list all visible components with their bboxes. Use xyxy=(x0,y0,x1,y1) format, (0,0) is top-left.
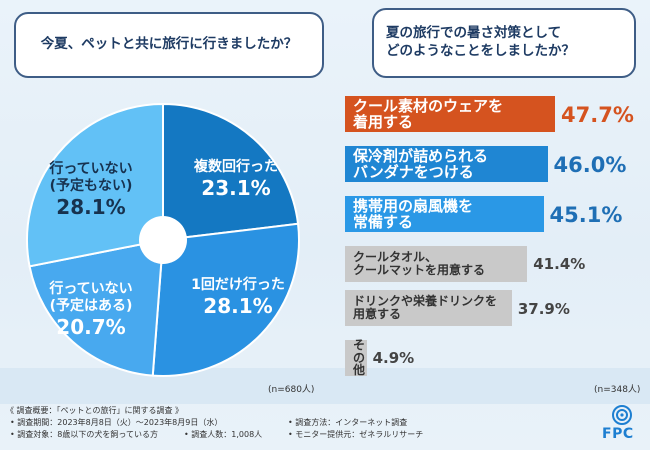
pie-label-not-planned-none: 行っていない (予定もない) 28.1% xyxy=(36,160,146,218)
survey-title: 《 調査概要：「ペットとの旅行」に関する調査 》 xyxy=(6,406,184,415)
logo-text: FPC xyxy=(602,426,634,442)
fpc-logo: FPC xyxy=(599,403,645,447)
survey-method: • 調査方法：インターネット調査 xyxy=(288,418,408,427)
bar-item: 保冷剤が詰められる バンダナをつける xyxy=(345,146,548,182)
bar-label: 携帯用の扇風機を 常備する xyxy=(353,196,474,231)
pie-label-once: 1回だけ行った 28.1% xyxy=(178,276,298,317)
pie-slice-1 xyxy=(151,222,300,377)
bar-value: 41.4% xyxy=(533,255,586,273)
sample-size-pie: (n=680人) xyxy=(268,385,315,395)
bar-label: クール素材のウェアを 着用する xyxy=(353,96,504,131)
pie-label-multiple: 複数回行った 23.1% xyxy=(181,158,291,199)
survey-period: • 調査期間：2023年8月8日（火）～2023年8月9日（水） xyxy=(10,418,223,427)
pie-center-hole xyxy=(139,216,187,264)
question-2-box: 夏の旅行での暑さ対策として どのようなことをしましたか？ xyxy=(372,8,636,78)
question-1-text: 今夏、ペットと共に旅行に行きましたか？ xyxy=(40,36,298,53)
sample-size-bar: (n=348人) xyxy=(594,385,641,395)
bar-item: クール素材のウェアを 着用する xyxy=(345,96,555,132)
bar-value: 4.9% xyxy=(372,349,415,367)
pie-slice-0 xyxy=(162,102,300,242)
pie-label-value: 28.1% xyxy=(203,293,273,318)
survey-count: • 調査人数：1,008人 xyxy=(184,430,263,439)
question-2-text: 夏の旅行での暑さ対策として どのようなことをしましたか？ xyxy=(386,25,575,59)
bar-item: その他 xyxy=(345,337,367,378)
pie-slice-2 xyxy=(28,238,165,377)
pie-label-text: 行っていない (予定はある) xyxy=(49,281,133,314)
background-band xyxy=(0,368,650,404)
bar-value: 37.9% xyxy=(517,300,570,318)
bar-value: 46.0% xyxy=(553,153,627,177)
pie-label-value: 23.1% xyxy=(201,175,271,200)
pie-label-text: 1回だけ行った xyxy=(191,277,285,293)
pie-label-value: 28.1% xyxy=(56,194,126,219)
bar-value: 47.7% xyxy=(561,103,634,127)
bar-item: ドリンクや栄養ドリンクを 用意する xyxy=(345,290,512,326)
survey-target: • 調査対象：8歳以下の犬を飼っている方 xyxy=(10,430,158,439)
bar-label: クールタオル、 クールマットを用意する xyxy=(353,250,486,277)
bar-label: ドリンクや栄養ドリンクを 用意する xyxy=(353,294,498,321)
swirl-icon xyxy=(612,405,632,425)
pie-label-text: 行っていない (予定もない) xyxy=(49,161,133,194)
pie-slice-3 xyxy=(26,102,164,268)
question-1-box: 今夏、ペットと共に旅行に行きましたか？ xyxy=(14,12,324,78)
bar-item: クールタオル、 クールマットを用意する xyxy=(345,246,528,282)
pie-label-text: 複数回行った xyxy=(194,159,278,175)
bar-item: 携帯用の扇風機を 常備する xyxy=(345,196,544,232)
bar-label: 保冷剤が詰められる バンダナをつける xyxy=(353,146,489,181)
bar-value: 45.1% xyxy=(549,203,623,227)
pie-label-value: 20.7% xyxy=(56,314,126,339)
bar-label: その他 xyxy=(353,337,366,378)
pie-label-not-planned: 行っていない (予定はある) 20.7% xyxy=(36,280,146,338)
survey-provider: • モニター提供元：ゼネラルリサーチ xyxy=(288,430,424,439)
